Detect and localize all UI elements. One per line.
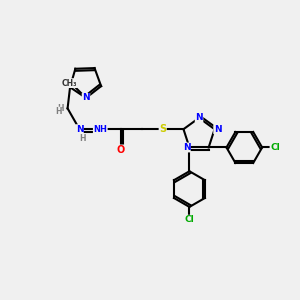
Text: NH: NH xyxy=(93,125,107,134)
Text: H: H xyxy=(56,107,62,116)
Text: N: N xyxy=(183,143,190,152)
Text: N: N xyxy=(82,94,90,103)
Text: N: N xyxy=(195,113,203,122)
Text: N: N xyxy=(76,125,83,134)
Text: S: S xyxy=(159,124,166,134)
Text: H: H xyxy=(57,104,63,113)
Text: Cl: Cl xyxy=(270,143,280,152)
Text: O: O xyxy=(117,145,125,155)
Text: Cl: Cl xyxy=(184,215,194,224)
Text: N: N xyxy=(214,125,221,134)
Text: H: H xyxy=(79,134,86,142)
Text: CH₃: CH₃ xyxy=(62,79,77,88)
